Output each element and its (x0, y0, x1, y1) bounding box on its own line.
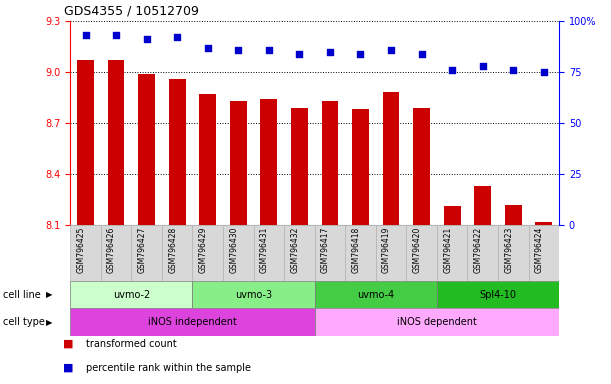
Text: uvmo-4: uvmo-4 (357, 290, 394, 300)
Text: ■: ■ (63, 363, 74, 373)
Text: GSM796419: GSM796419 (382, 227, 391, 273)
Bar (223, 225, 254, 281)
Point (386, 46, 396, 53)
Bar (77, 60, 94, 225)
Text: iNOS independent: iNOS independent (148, 317, 237, 327)
Text: uvmo-3: uvmo-3 (235, 290, 272, 300)
Bar (376, 225, 406, 281)
Bar (260, 99, 277, 225)
Bar (70, 308, 315, 336)
Bar (321, 101, 338, 225)
Bar (315, 308, 559, 336)
Bar (315, 281, 437, 308)
Text: GSM796424: GSM796424 (535, 227, 544, 273)
Bar (444, 206, 461, 225)
Point (356, 51, 365, 57)
Text: ▶: ▶ (46, 290, 53, 299)
Bar (498, 225, 529, 281)
Text: Spl4-10: Spl4-10 (480, 290, 516, 300)
Text: GSM796420: GSM796420 (412, 227, 422, 273)
Point (264, 46, 274, 53)
Text: transformed count: transformed count (86, 339, 177, 349)
Bar (291, 108, 308, 225)
Bar (315, 225, 345, 281)
Bar (345, 225, 376, 281)
Bar (382, 93, 400, 225)
Text: GSM796421: GSM796421 (443, 227, 452, 273)
Point (539, 69, 549, 75)
Text: iNOS dependent: iNOS dependent (397, 317, 477, 327)
Text: GDS4355 / 10512709: GDS4355 / 10512709 (64, 4, 199, 17)
Text: GSM796417: GSM796417 (321, 227, 330, 273)
Text: GSM796422: GSM796422 (474, 227, 483, 273)
Bar (413, 108, 430, 225)
Bar (474, 186, 491, 225)
Text: ▶: ▶ (46, 318, 53, 327)
Bar (199, 94, 216, 225)
Point (508, 67, 518, 73)
Bar (529, 225, 559, 281)
Text: uvmo-2: uvmo-2 (113, 290, 150, 300)
Bar (535, 222, 552, 225)
Text: percentile rank within the sample: percentile rank within the sample (86, 363, 251, 373)
Bar (169, 79, 186, 225)
Bar (70, 225, 101, 281)
Point (417, 51, 426, 57)
Bar (437, 281, 559, 308)
Text: cell type: cell type (3, 317, 45, 327)
Bar (138, 74, 155, 225)
Text: GSM796430: GSM796430 (229, 227, 238, 273)
Point (295, 51, 304, 57)
Point (172, 34, 182, 40)
Bar (505, 205, 522, 225)
Bar (230, 101, 247, 225)
Text: GSM796429: GSM796429 (199, 227, 208, 273)
Text: GSM796427: GSM796427 (137, 227, 147, 273)
Text: GSM796431: GSM796431 (260, 227, 269, 273)
Bar (254, 225, 284, 281)
Point (111, 32, 121, 38)
Bar (101, 225, 131, 281)
Text: GSM796432: GSM796432 (290, 227, 299, 273)
Bar (131, 225, 162, 281)
Point (478, 63, 488, 69)
Point (203, 45, 213, 51)
Bar (162, 225, 192, 281)
Bar (467, 225, 498, 281)
Point (142, 36, 152, 43)
Text: GSM796418: GSM796418 (351, 227, 360, 273)
Text: GSM796425: GSM796425 (76, 227, 86, 273)
Bar (192, 281, 315, 308)
Bar (406, 225, 437, 281)
Text: ■: ■ (63, 339, 74, 349)
Text: GSM796426: GSM796426 (107, 227, 116, 273)
Bar (437, 225, 467, 281)
Text: GSM796428: GSM796428 (168, 227, 177, 273)
Text: cell line: cell line (3, 290, 41, 300)
Bar (192, 225, 223, 281)
Point (447, 67, 457, 73)
Bar (352, 109, 369, 225)
Point (325, 49, 335, 55)
Bar (284, 225, 315, 281)
Point (233, 46, 243, 53)
Bar (108, 60, 125, 225)
Text: GSM796423: GSM796423 (504, 227, 513, 273)
Bar (70, 281, 192, 308)
Point (81, 32, 90, 38)
